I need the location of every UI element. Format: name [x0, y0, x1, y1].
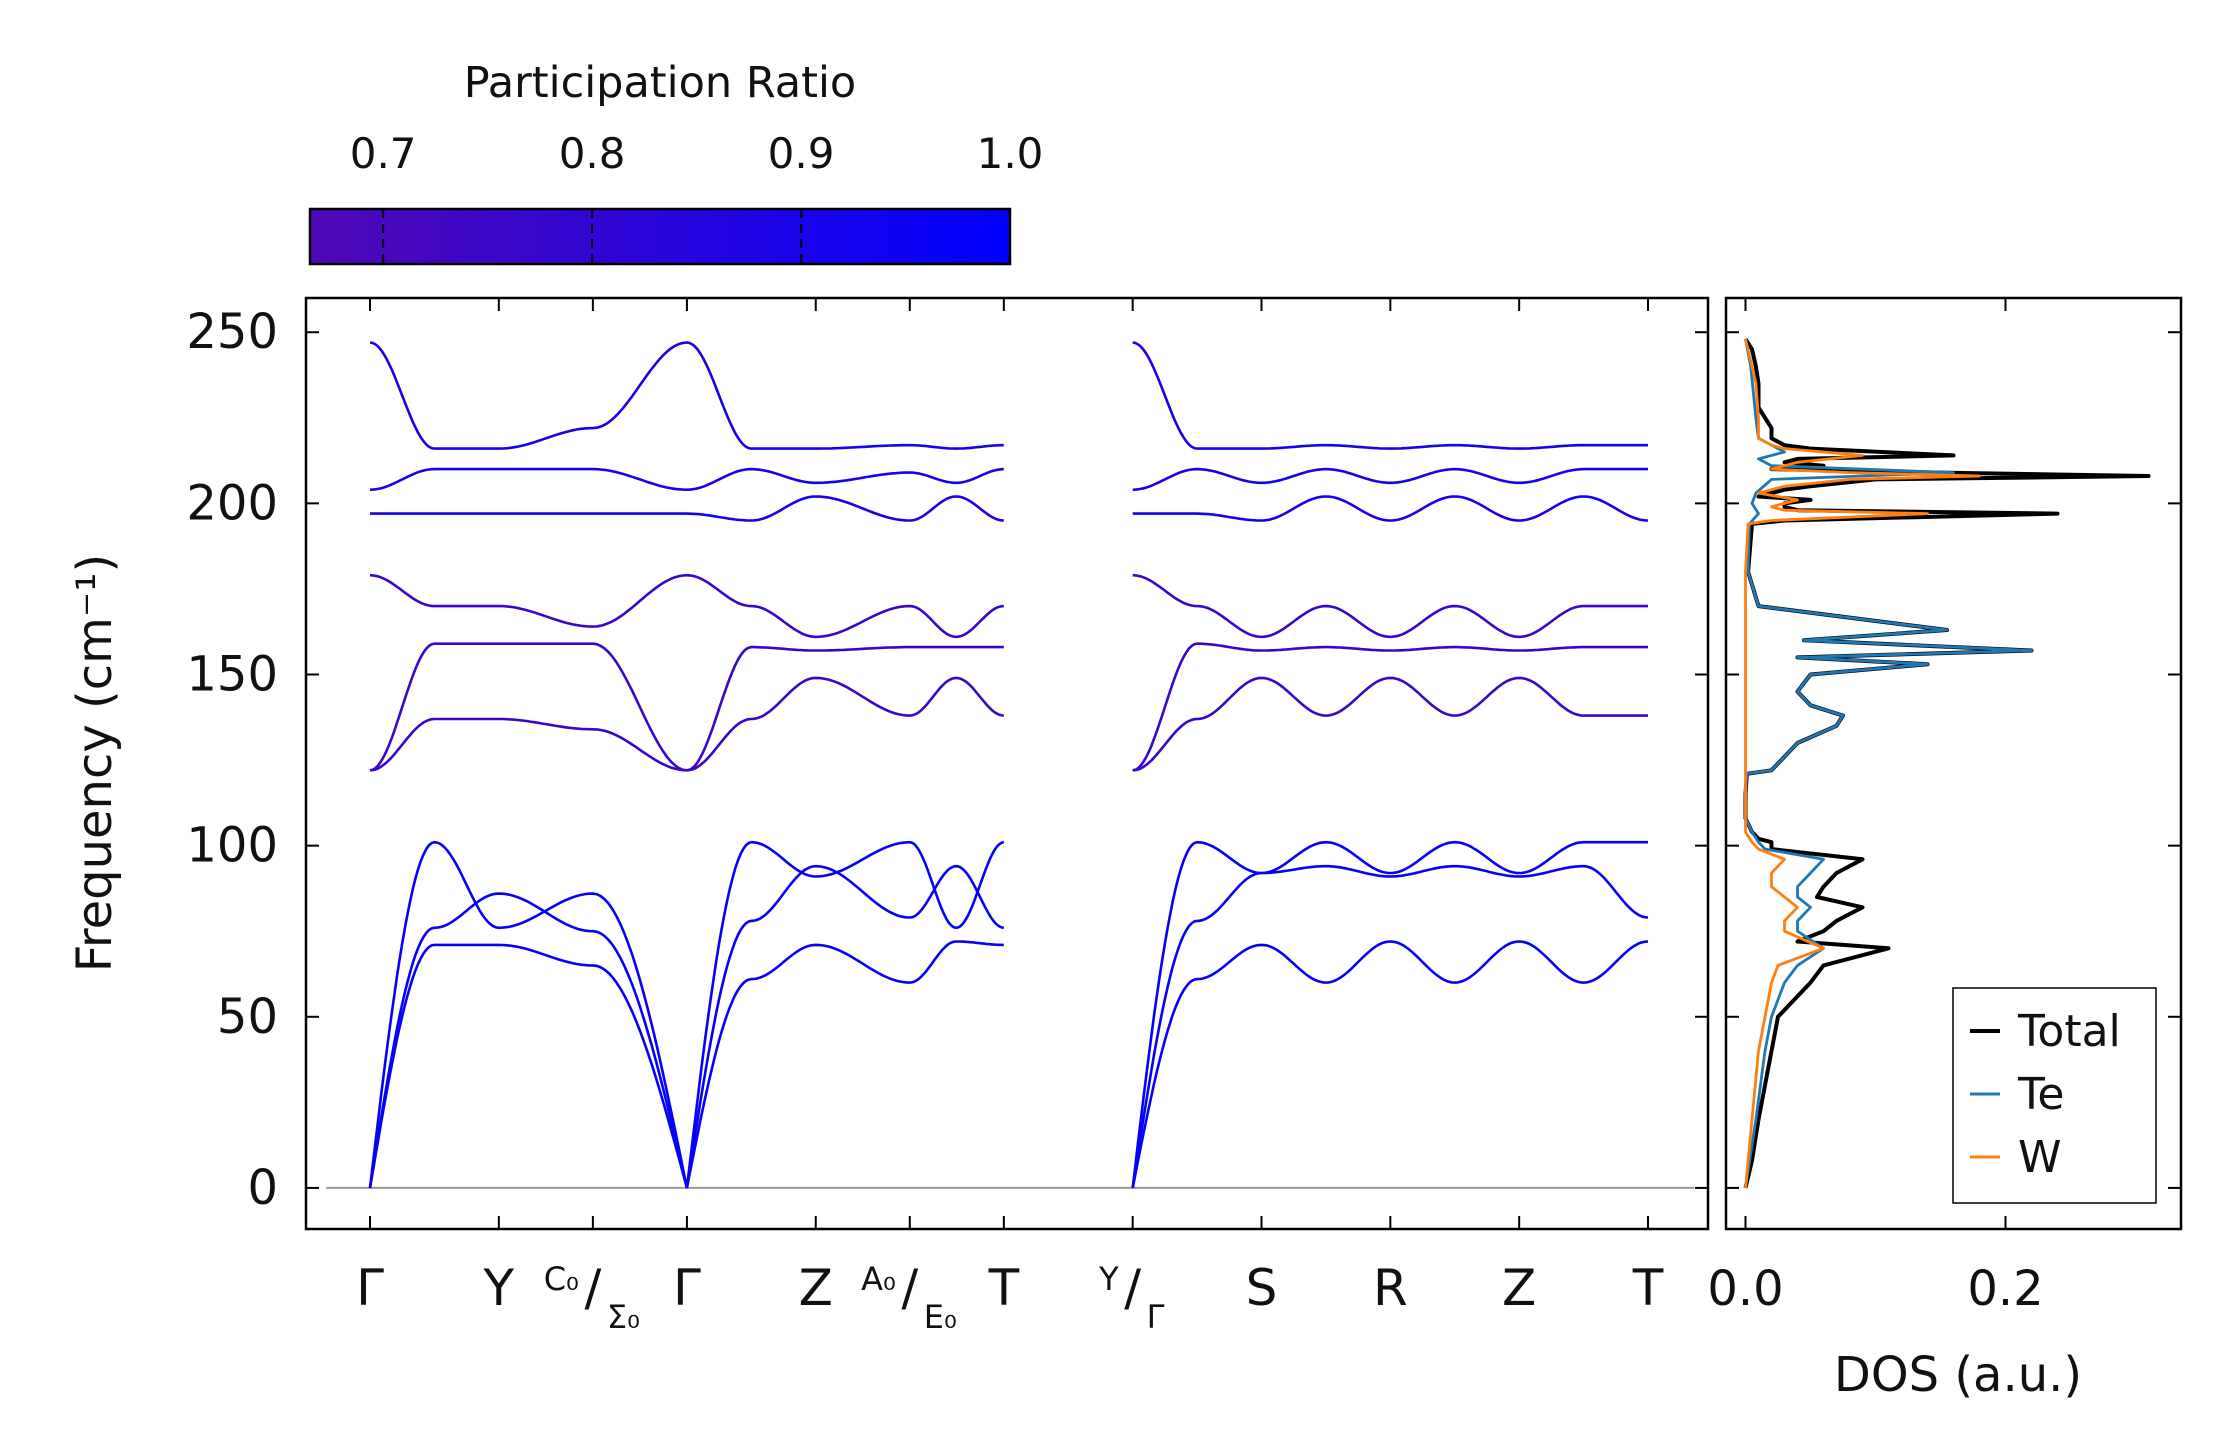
legend-label-w: W — [2018, 1132, 2062, 1183]
k-label: Y — [483, 1259, 515, 1317]
k-label: Γ — [356, 1259, 384, 1317]
phonon-band-band-6-2 — [1132, 573, 1648, 639]
k-label-slash: / — [901, 1259, 918, 1317]
k-label: Γ — [673, 1259, 701, 1317]
k-label-lower: E₀ — [924, 1298, 957, 1336]
phonon-band-band-4-1 — [369, 676, 1004, 772]
y-tick-label: 250 — [186, 304, 278, 360]
y-axis-label: Frequency (cm⁻¹) — [67, 554, 123, 972]
phonon-band-band-3-1 — [368, 840, 1005, 1189]
dos-plot-frame — [1724, 296, 2183, 1231]
dos-panel: 0.0 0.2 DOS (a.u.) Total Te W — [1707, 296, 2183, 1403]
legend-label-te: Te — [2017, 1069, 2064, 1120]
k-label: R — [1373, 1259, 1408, 1317]
k-label-Y/Γ: Y / Γ — [1098, 1259, 1165, 1336]
colorbar-tick-label: 0.8 — [559, 129, 626, 178]
y-tick-label: 100 — [186, 818, 278, 874]
phonon-band-band-3-2 — [1131, 840, 1648, 1189]
y-tick-label: 150 — [186, 647, 278, 703]
k-label-upper: C₀ — [544, 1260, 579, 1298]
phonon-band-band-2-2 — [1131, 864, 1649, 1189]
k-label: T — [1632, 1259, 1664, 1317]
phonon-band-band-5-1 — [369, 642, 1004, 772]
colorbar-gradient — [308, 207, 1012, 266]
k-label-lower: Γ — [1147, 1298, 1165, 1336]
phonon-band-band-1-1 — [368, 940, 1004, 1189]
legend-label-total: Total — [2017, 1006, 2121, 1057]
k-label-slash: / — [584, 1259, 601, 1317]
k-label: T — [988, 1259, 1020, 1317]
phonon-band-band-6-1 — [369, 573, 1004, 639]
y-tick-label: 200 — [186, 475, 278, 531]
phonon-band-band-8-2 — [1132, 467, 1648, 491]
dos-curve-te — [1744, 338, 2033, 1189]
k-label: S — [1246, 1259, 1278, 1317]
k-label-C₀/Σ₀: C₀ / Σ₀ — [544, 1259, 640, 1336]
dos-x-tick-label: 0.0 — [1707, 1261, 1783, 1317]
colorbar: Participation Ratio 0.7 0.8 0.9 1.0 — [308, 58, 1044, 266]
phonon-band-band-9-1 — [369, 341, 1004, 450]
k-label: Z — [1502, 1259, 1536, 1317]
dos-x-axis-label: DOS (a.u.) — [1834, 1347, 2082, 1403]
phonon-band-band-9-2 — [1132, 341, 1648, 450]
colorbar-tick-label: 0.9 — [768, 129, 835, 178]
k-label-upper: Y — [1098, 1260, 1119, 1298]
phonon-band-band-2-1 — [368, 864, 1005, 1189]
band-plot-frame — [304, 296, 1710, 1231]
y-tick-label: 50 — [217, 989, 278, 1045]
k-label-A₀/E₀: A₀ / E₀ — [861, 1259, 957, 1336]
phonon-band-band-5-2 — [1132, 642, 1648, 772]
phonon-band-band-7-1 — [370, 495, 1004, 522]
k-label-upper: A₀ — [861, 1260, 896, 1298]
colorbar-title: Participation Ratio — [464, 58, 857, 108]
dos-x-tick-label: 0.2 — [1967, 1261, 2043, 1317]
k-label: Z — [799, 1259, 833, 1317]
phonon-band-band-1-2 — [1131, 940, 1649, 1189]
colorbar-tick-label: 0.7 — [350, 129, 417, 178]
k-label-slash: / — [1124, 1259, 1141, 1317]
phonon-band-band-8-1 — [369, 467, 1004, 492]
phonon-band-band-7-2 — [1132, 495, 1649, 522]
dos-legend: Total Te W — [1952, 987, 2157, 1204]
y-tick-label: 0 — [247, 1160, 278, 1216]
phonon-band-band-4-2 — [1132, 676, 1648, 772]
k-label-lower: Σ₀ — [607, 1298, 640, 1336]
colorbar-tick-label: 1.0 — [977, 129, 1044, 178]
dos-curve-w — [1744, 338, 1981, 1189]
